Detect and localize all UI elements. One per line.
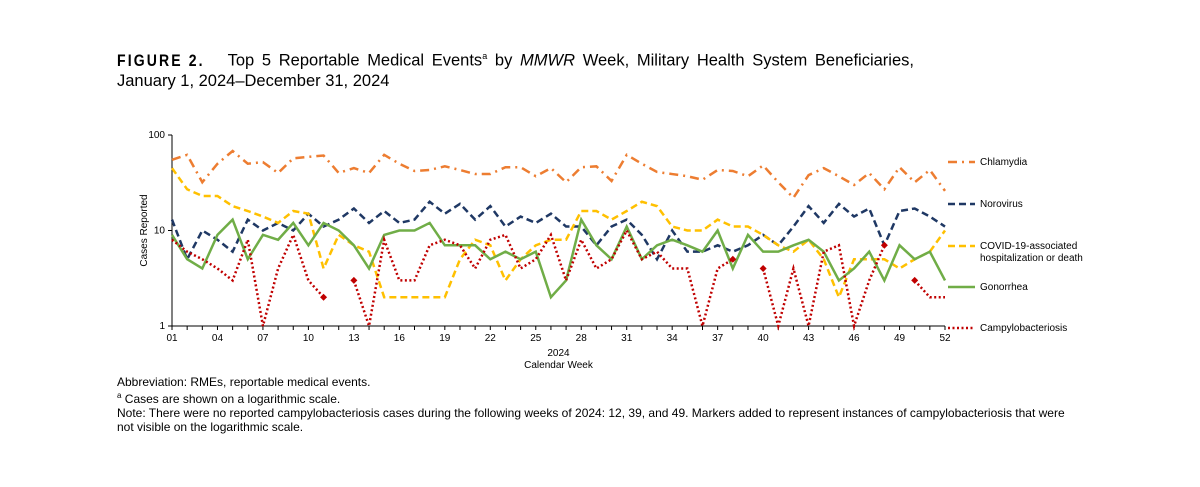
x-tick-label: 52 xyxy=(939,333,951,344)
x-tick-label: 37 xyxy=(712,333,724,344)
series-line-campylobacteriosis xyxy=(913,279,945,299)
figure-label: FIGURE 2. xyxy=(117,51,205,70)
x-axis-title: Calendar Week xyxy=(524,360,594,371)
legend-label-campylobacteriosis: Campylobacteriosis xyxy=(980,323,1067,334)
series-line-campylobacteriosis xyxy=(761,243,886,331)
series-line-campylobacteriosis xyxy=(352,227,734,331)
y-tick-label: 100 xyxy=(148,130,165,141)
series-line-norovirus xyxy=(170,200,946,263)
x-axis-year: 2024 xyxy=(547,348,570,359)
x-tick-label: 43 xyxy=(803,333,815,344)
x-tick-label: 22 xyxy=(485,333,497,344)
x-tick-label: 49 xyxy=(894,333,906,344)
series-marker-campylobacteriosis xyxy=(320,293,328,301)
zero-cases-note: Note: There were no reported campylobact… xyxy=(117,406,1065,434)
y-axis-title: Cases Reported xyxy=(139,194,150,266)
y-tick-label: 1 xyxy=(159,321,165,332)
series-line-gonorrhea xyxy=(170,216,947,300)
x-tick-label: 31 xyxy=(621,333,633,344)
series-line-covid-19-associated-hospitalization-or-death xyxy=(170,167,947,301)
x-tick-label: 25 xyxy=(530,333,542,344)
x-tick-label: 16 xyxy=(394,333,406,344)
x-tick-label: 04 xyxy=(212,333,224,344)
legend-label-covid-19-associated-hospitalization-or-death: COVID-19-associated xyxy=(980,241,1077,252)
series-marker-campylobacteriosis xyxy=(911,276,919,284)
x-tick-label: 28 xyxy=(576,333,588,344)
figure-title: FIGURE 2. Top 5 Reportable Medical Event… xyxy=(117,51,914,90)
x-tick-label: 19 xyxy=(439,333,451,344)
series-marker-campylobacteriosis xyxy=(350,276,358,284)
legend-label-norovirus: Norovirus xyxy=(980,199,1023,210)
scale-footnote: a Cases are shown on a logarithmic scale… xyxy=(117,391,341,406)
x-tick-label: 40 xyxy=(758,333,770,344)
legend-label-covid-19-associated-hospitalization-or-death-line2: hospitalization or death xyxy=(980,253,1083,264)
x-tick-label: 01 xyxy=(166,333,178,344)
legend-label-chlamydia: Chlamydia xyxy=(980,157,1028,168)
footnotes: Abbreviation: RMEs, reportable medical e… xyxy=(117,375,1077,434)
series-marker-campylobacteriosis xyxy=(729,255,737,263)
series-marker-campylobacteriosis xyxy=(880,241,888,249)
series-line-campylobacteriosis xyxy=(171,231,325,327)
x-tick-label: 34 xyxy=(667,333,679,344)
x-tick-label: 07 xyxy=(257,333,269,344)
x-tick-label: 46 xyxy=(848,333,860,344)
y-tick-label: 10 xyxy=(154,226,166,237)
x-tick-label: 13 xyxy=(348,333,360,344)
series-marker-campylobacteriosis xyxy=(759,265,767,273)
series-line-chlamydia xyxy=(171,149,947,200)
legend-label-gonorrhea: Gonorrhea xyxy=(980,282,1028,293)
abbreviation-note: Abbreviation: RMEs, reportable medical e… xyxy=(117,375,371,389)
x-tick-label: 10 xyxy=(303,333,315,344)
